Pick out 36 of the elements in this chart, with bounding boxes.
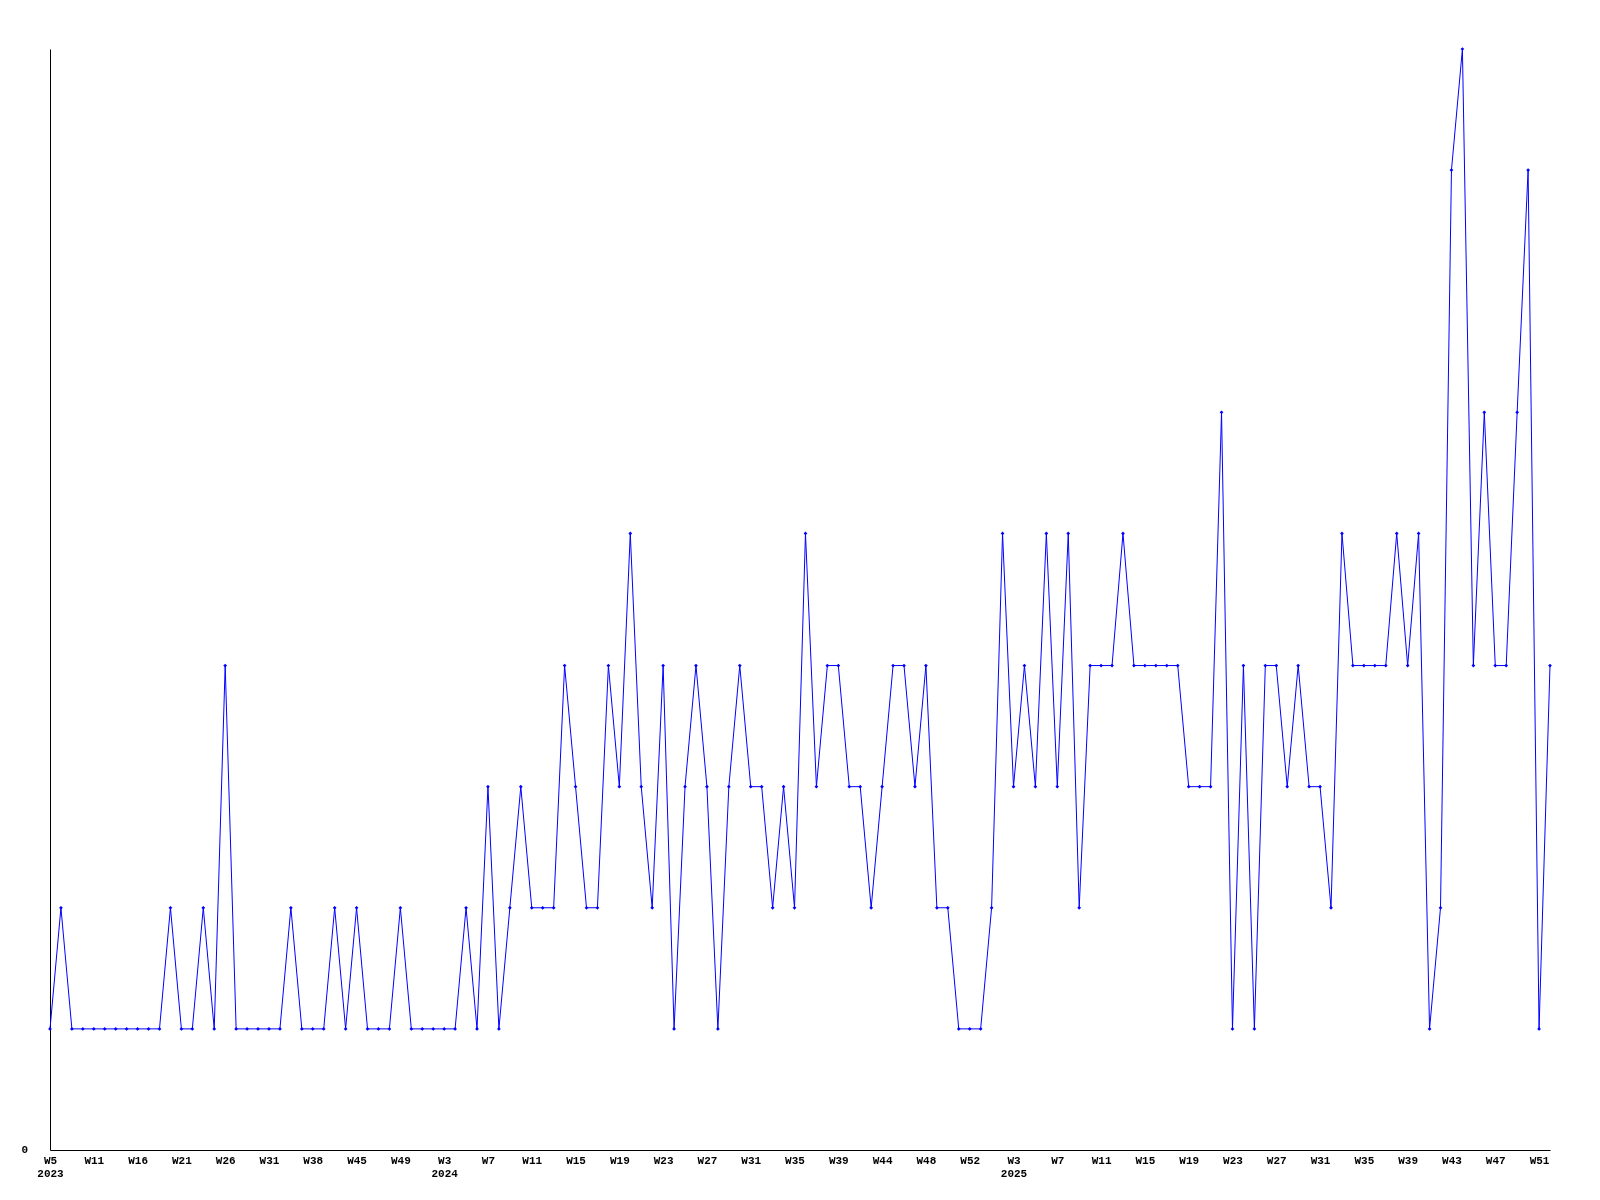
x-tick-label: W23 (1223, 1154, 1244, 1167)
x-tick-label: W27 (1266, 1154, 1287, 1167)
x-tick-label: W35 (1354, 1154, 1375, 1167)
x-tick-label: W19 (1179, 1154, 1200, 1167)
x-tick-label: W47 (1485, 1154, 1506, 1167)
x-tick-label: W51 (1529, 1154, 1550, 1167)
x-tick-label: W52 (960, 1154, 981, 1167)
x-tick-label: W15 (566, 1154, 587, 1167)
x-tick-label: W48 (916, 1154, 937, 1167)
x-tick-label: W16 (128, 1154, 148, 1167)
x-tick-label: W39 (828, 1154, 849, 1167)
x-tick-label: W11 (84, 1154, 105, 1167)
x-tick-label: W31 (1310, 1154, 1331, 1167)
x-tick-label: W15 (1135, 1154, 1156, 1167)
x-tick-label: W11 (1091, 1154, 1112, 1167)
x-tick-label: W39 (1398, 1154, 1419, 1167)
x-tick-label: W26 (215, 1154, 236, 1167)
x-tick-label: W49 (390, 1154, 411, 1167)
x-tick-label: W3 2024 (431, 1154, 459, 1180)
x-tick-label: W43 (1442, 1154, 1463, 1167)
x-tick-label: W27 (697, 1154, 718, 1167)
x-tick-label: W7 (1051, 1154, 1065, 1167)
x-tick-label: W31 (741, 1154, 762, 1167)
x-tick-label: W44 (872, 1154, 893, 1167)
x-tick-label: W3 2025 (1000, 1154, 1028, 1180)
x-tick-label: W38 (303, 1154, 324, 1167)
x-tick-label: W7 (481, 1154, 496, 1167)
x-tick-label: W23 (653, 1154, 674, 1167)
x-tick-label: W11 (522, 1154, 543, 1167)
x-tick-label: W35 (785, 1154, 806, 1167)
x-tick-label: W19 (609, 1154, 630, 1167)
x-tick-label: W5 2023 (37, 1154, 65, 1180)
x-tick-label: W45 (347, 1154, 368, 1167)
text: 0 (21, 1144, 28, 1156)
x-tick-label: W21 (171, 1154, 193, 1167)
x-tick-label: W31 (259, 1154, 280, 1167)
